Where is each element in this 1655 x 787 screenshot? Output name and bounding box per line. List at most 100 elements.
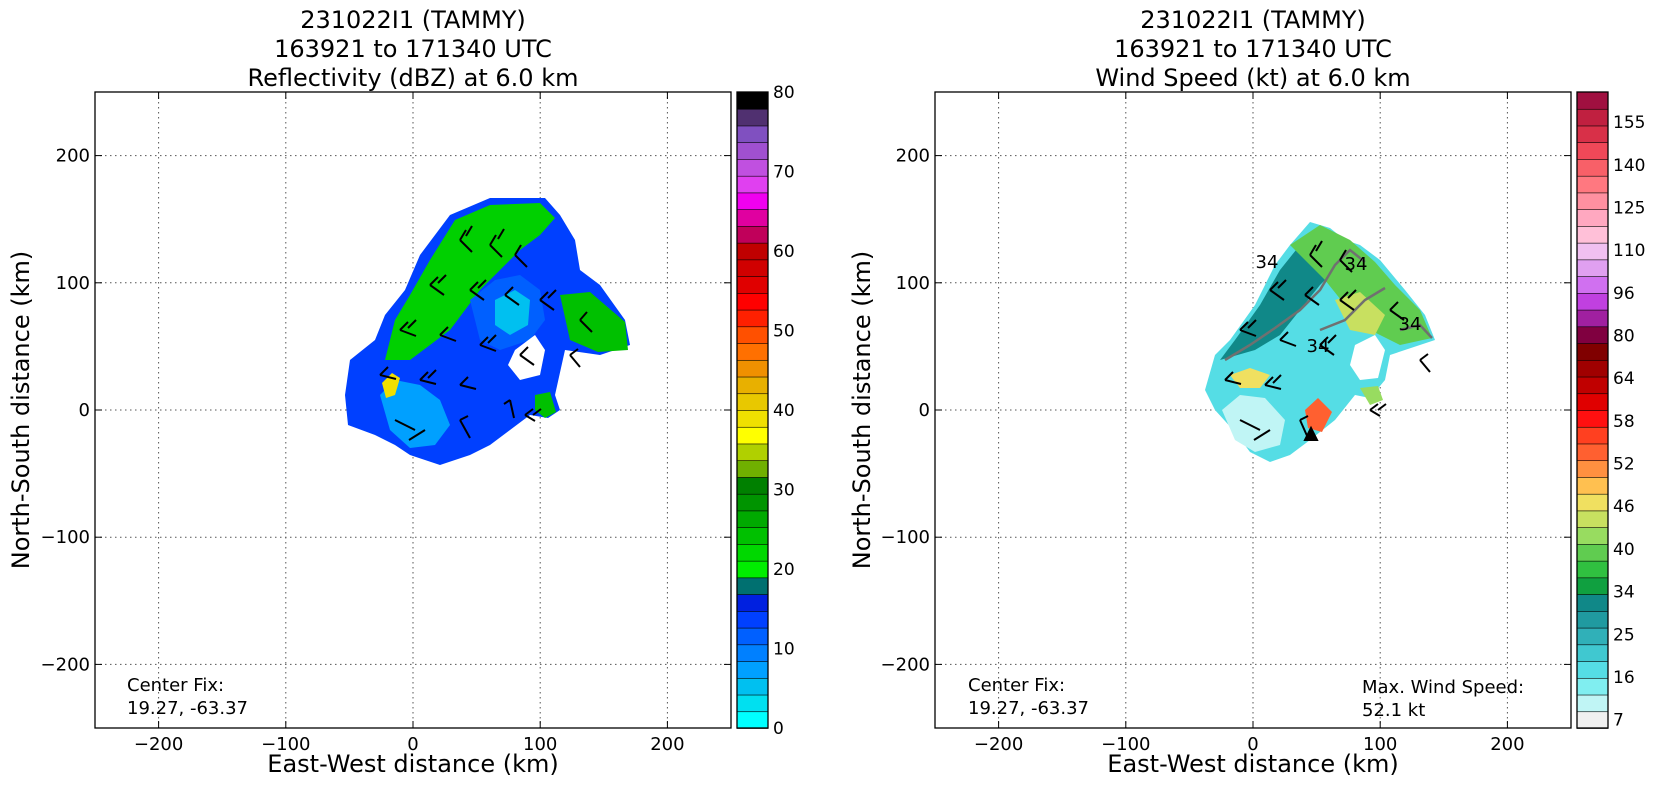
- reflectivity-colorbar-swatch: [736, 242, 769, 261]
- wind-colorbar-tick-label: 125: [1613, 198, 1645, 218]
- wind-colorbar-tick-label: 80: [1613, 327, 1635, 347]
- wind-panel: 231022I1 (TAMMY) 163921 to 171340 UTC Wi…: [848, 6, 1645, 778]
- wind-center-fix-label: Center Fix:: [968, 675, 1065, 696]
- wind-colorbar-swatch: [1576, 644, 1609, 662]
- wind-colorbar-swatch: [1576, 259, 1609, 277]
- wind-x-axis-label: East-West distance (km): [1107, 750, 1398, 778]
- wind-colorbar-swatch: [1576, 275, 1609, 294]
- wind-x-tick-label: −200: [974, 734, 1023, 755]
- wind-colorbar-tick-label: 25: [1613, 625, 1635, 645]
- reflectivity-colorbar-swatch: [736, 225, 769, 244]
- reflectivity-light-core: [495, 290, 530, 335]
- reflectivity-colorbar-swatch: [736, 125, 769, 144]
- wind-colorbar-swatch: [1576, 192, 1609, 210]
- wind-contour-label: 34: [1345, 254, 1368, 275]
- wind-colorbar-swatch: [1576, 510, 1609, 528]
- wind-34kt-contour: [1224, 248, 1433, 362]
- reflectivity-colorbar-tick-label: 50: [773, 322, 795, 342]
- wind-colorbar-swatch: [1576, 342, 1609, 361]
- wind-axis-ticks: −200 −100 0 100 200 −200 −100 0 100 200: [881, 92, 1571, 755]
- reflectivity-colorbar-swatch: [736, 560, 769, 579]
- wind-colorbar-swatch: [1576, 493, 1609, 512]
- wind-colorbar-swatch: [1576, 292, 1609, 311]
- wind-colorbar-swatch: [1576, 459, 1609, 478]
- reflectivity-x-tick-label: 0: [407, 734, 418, 755]
- wind-colorbar-swatch: [1576, 409, 1609, 428]
- wind-eye: [1350, 335, 1385, 380]
- wind-colorbar-tick-label: 52: [1613, 455, 1635, 475]
- wind-colorbar-swatch: [1576, 376, 1609, 395]
- wind-colorbar-swatch: [1576, 208, 1609, 227]
- wind-colorbar-tick-label: 64: [1613, 369, 1635, 389]
- max-wind-speed-value: 52.1 kt: [1362, 700, 1425, 721]
- reflectivity-colorbar-tick-label: 30: [773, 481, 795, 501]
- wind-colorbar-swatch: [1576, 526, 1609, 545]
- reflectivity-colorbar-swatch: [736, 292, 769, 311]
- wind-contour-label: 34: [1256, 252, 1279, 273]
- reflectivity-x-axis-label: East-West distance (km): [267, 750, 558, 778]
- wind-colorbar-swatch: [1576, 175, 1609, 194]
- reflectivity-center-fix-value: 19.27, -63.37: [127, 698, 248, 719]
- wind-colorbar-swatch: [1576, 560, 1609, 579]
- reflectivity-colorbar-swatch: [736, 175, 769, 194]
- reflectivity-colorbar-swatch: [736, 694, 769, 713]
- wind-max-patch: [1305, 398, 1332, 432]
- reflectivity-colorbar-swatch: [736, 158, 769, 177]
- wind-wind-barbs: [1224, 240, 1431, 441]
- wind-title-line-1: 231022I1 (TAMMY): [1140, 6, 1366, 34]
- reflectivity-y-tick-label: −100: [41, 527, 90, 548]
- wind-colorbar-frame: [1576, 91, 1609, 729]
- reflectivity-y-tick-label: 0: [79, 400, 90, 421]
- wind-y-axis-label: North-South distance (km): [848, 251, 876, 570]
- wind-colorbar-swatch: [1576, 359, 1609, 378]
- reflectivity-axis-ticks: −200 −100 0 100 200 −200 −100 0 100 200: [41, 92, 731, 755]
- reflectivity-colorbar-swatch: [736, 610, 769, 629]
- reflectivity-title-line-3: Reflectivity (dBZ) at 6.0 km: [248, 64, 579, 92]
- wind-colorbar: 7 16 25 34 40 46 52 58 64 80 96 110 125 140 155: [1576, 91, 1645, 731]
- reflectivity-colorbar-swatch: [736, 493, 769, 512]
- reflectivity-colorbar-swatch: [736, 141, 769, 160]
- wind-colorbar-swatch: [1576, 108, 1609, 127]
- reflectivity-x-tick-label: 100: [523, 734, 557, 755]
- reflectivity-colorbar-tick-label: 60: [773, 242, 795, 262]
- reflectivity-y-axis-label: North-South distance (km): [7, 251, 35, 570]
- reflectivity-colorbar-swatch: [736, 476, 769, 495]
- reflectivity-title-line-1: 231022I1 (TAMMY): [300, 6, 526, 34]
- wind-center-fix-value: 19.27, -63.37: [968, 698, 1089, 719]
- reflectivity-colorbar-swatch: [736, 677, 769, 696]
- reflectivity-colorbar-swatch: [736, 108, 769, 127]
- reflectivity-field: [345, 198, 630, 465]
- wind-x-tick-label: 0: [1247, 734, 1258, 755]
- reflectivity-colorbar-swatch: [736, 593, 769, 612]
- wind-colorbar-swatch: [1576, 593, 1609, 612]
- reflectivity-colorbar-swatch: [736, 392, 769, 411]
- reflectivity-green-echo: [385, 203, 555, 360]
- wind-colorbar-swatch: [1576, 326, 1609, 344]
- wind-yellow-patch: [1335, 292, 1385, 335]
- reflectivity-colorbar-swatch: [736, 409, 769, 428]
- reflectivity-title-line-2: 163921 to 171340 UTC: [274, 35, 552, 63]
- wind-y-tick-label: 100: [896, 273, 930, 294]
- wind-colorbar-swatch: [1576, 426, 1609, 445]
- reflectivity-colorbar-swatch: [736, 208, 769, 227]
- wind-colorbar-swatch: [1576, 141, 1609, 160]
- reflectivity-colorbar-swatch: [736, 459, 769, 478]
- wind-green-cell-south: [1360, 386, 1383, 405]
- wind-colorbar-tick-label: 40: [1613, 540, 1635, 560]
- wind-colorbar-tick-label: 155: [1613, 113, 1645, 133]
- reflectivity-colorbar-swatch: [736, 309, 769, 328]
- reflectivity-colorbar-frame: [736, 91, 769, 729]
- reflectivity-colorbar-tick-label: 0: [773, 719, 784, 739]
- max-wind-speed-label: Max. Wind Speed:: [1362, 677, 1524, 698]
- wind-colorbar-swatch: [1576, 627, 1609, 646]
- reflectivity-colorbar-swatch: [736, 443, 769, 462]
- reflectivity-colorbar-swatch: [736, 259, 769, 277]
- wind-title-line-2: 163921 to 171340 UTC: [1114, 35, 1392, 63]
- wind-contour-label: 34: [1399, 314, 1422, 335]
- reflectivity-x-tick-label: 200: [650, 734, 684, 755]
- reflectivity-colorbar-swatch: [736, 660, 769, 679]
- wind-colorbar-swatch: [1576, 660, 1609, 679]
- reflectivity-inner-blue: [380, 380, 450, 448]
- wind-colorbar-swatch: [1576, 543, 1609, 562]
